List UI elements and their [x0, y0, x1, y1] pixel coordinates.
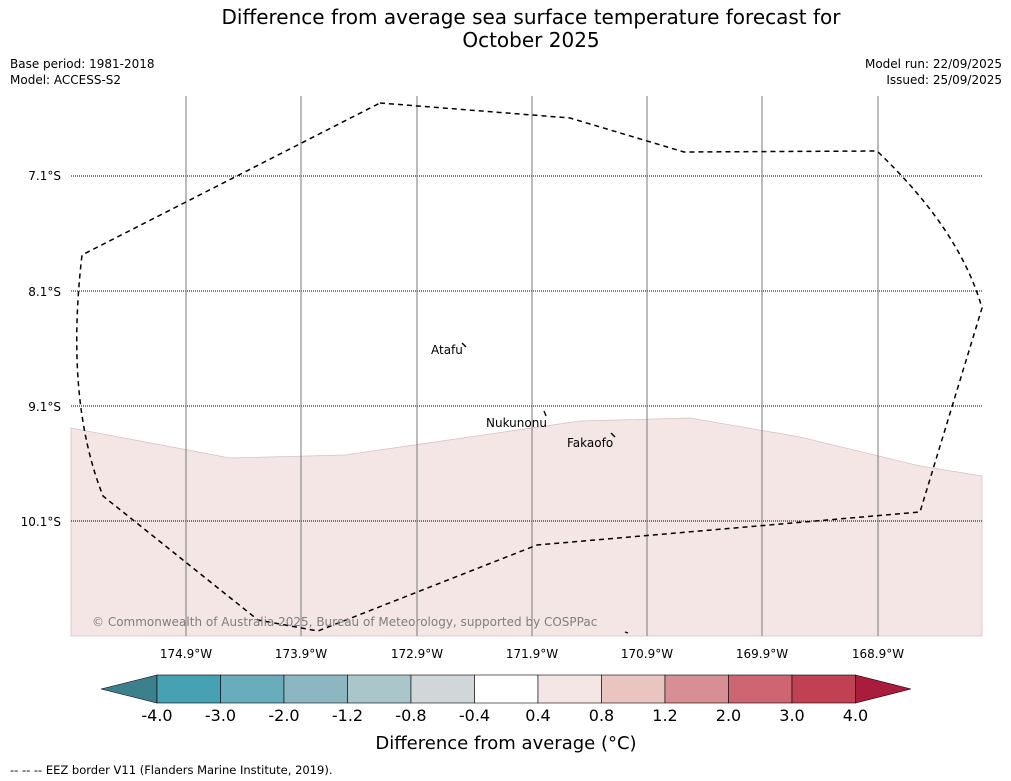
lon-label-3: 172.9°W [391, 647, 443, 661]
lat-label-7-1: 7.1°S [28, 169, 61, 183]
colorbar-extend-low [100, 674, 158, 704]
eez-legend-note: -- -- -- EEZ border V11 (Flanders Marine… [10, 763, 333, 777]
colorbar-ticks: -4.0 -3.0 -2.0 -1.2 -0.8 -0.4 0.4 0.8 1.… [141, 706, 868, 725]
lon-label-2: 173.9°W [275, 647, 327, 661]
lon-label-5: 170.9°W [621, 647, 673, 661]
issued-date: Issued: 25/09/2025 [886, 73, 1002, 87]
meta-left: Base period: 1981-2018 Model: ACCESS-S2 [10, 56, 155, 88]
colorbar-bin-5 [410, 674, 475, 704]
colorbar-extend-high [855, 674, 912, 704]
fakaofo-island [610, 432, 616, 438]
cb-tick-1: -4.0 [141, 706, 172, 725]
nukunonu-island [543, 410, 547, 417]
colorbar-bin-6 [474, 674, 539, 704]
colorbar-bin-4 [347, 674, 412, 704]
longitude-labels: 174.9°W 173.9°W 172.9°W 171.9°W 170.9°W … [160, 647, 904, 661]
longitude-gridlines [185, 96, 879, 636]
colorbar-bin-11 [791, 674, 856, 704]
cb-tick-8: 0.8 [589, 706, 614, 725]
lon-label-1: 174.9°W [160, 647, 212, 661]
cb-tick-6: -0.4 [459, 706, 490, 725]
cb-tick-5: -0.8 [395, 706, 426, 725]
lon-label-7: 168.9°W [852, 647, 904, 661]
colorbar-bin-10 [728, 674, 793, 704]
colorbar-bin-7 [537, 674, 602, 704]
cb-tick-2: -3.0 [205, 706, 236, 725]
meta-right: Model run: 22/09/2025 Issued: 25/09/2025 [865, 56, 1002, 88]
cb-tick-12: 4.0 [843, 706, 868, 725]
model-name: Model: ACCESS-S2 [10, 73, 122, 87]
lat-label-10-1: 10.1°S [21, 515, 61, 529]
lon-label-6: 169.9°W [736, 647, 788, 661]
latitude-labels: 7.1°S 8.1°S 9.1°S 10.1°S [21, 169, 61, 529]
colorbar-bin-9 [664, 674, 729, 704]
cb-tick-10: 2.0 [716, 706, 741, 725]
cb-tick-3: -2.0 [268, 706, 299, 725]
anomaly-region [70, 417, 983, 637]
lat-label-8-1: 8.1°S [28, 285, 61, 299]
place-label-atafu: Atafu [431, 343, 463, 357]
lon-label-4: 171.9°W [506, 647, 558, 661]
lat-label-9-1: 9.1°S [28, 400, 61, 414]
eez-border [75, 102, 983, 632]
title-line-2: October 2025 [462, 28, 600, 52]
place-label-fakaofo: Fakaofo [567, 436, 613, 450]
cb-tick-9: 1.2 [652, 706, 677, 725]
place-label-nukunonu: Nukunonu [486, 416, 547, 430]
cb-tick-4: -1.2 [332, 706, 363, 725]
colorbar-bin-1 [156, 674, 221, 704]
islands [461, 342, 629, 634]
title-line-1: Difference from average sea surface temp… [221, 5, 841, 29]
copyright-notice: © Commonwealth of Australia 2025, Bureau… [92, 615, 597, 629]
small-islet [624, 631, 629, 634]
colorbar-bin-2 [220, 674, 285, 704]
colorbar-label: Difference from average (°C) [375, 733, 636, 754]
cb-tick-11: 3.0 [779, 706, 804, 725]
base-period: Base period: 1981-2018 [10, 57, 155, 71]
atafu-island [461, 342, 467, 348]
colorbar-bin-8 [601, 674, 666, 704]
colorbar-bin-3 [283, 674, 348, 704]
model-run: Model run: 22/09/2025 [864, 57, 1002, 71]
chart-title: Difference from average sea surface temp… [0, 6, 1011, 52]
cb-tick-7: 0.4 [525, 706, 550, 725]
colorbar [100, 674, 912, 704]
